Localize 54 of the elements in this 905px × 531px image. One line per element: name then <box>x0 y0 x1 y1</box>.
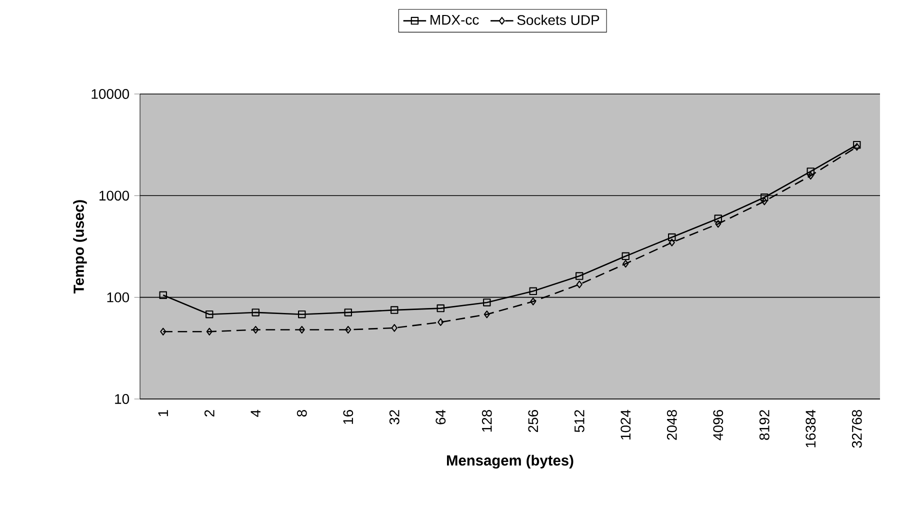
point <box>206 328 212 336</box>
x-tick-label: 128 <box>482 410 492 432</box>
point <box>390 306 398 314</box>
point <box>761 197 768 206</box>
point <box>345 326 352 334</box>
y-axis-title: Tempo (usec) <box>73 200 87 294</box>
x-tick-label: 16 <box>343 410 354 424</box>
point <box>438 318 444 326</box>
point <box>576 272 584 280</box>
x-axis-title: Mensagem (bytes) <box>447 454 574 469</box>
y-tick-label: 10 <box>115 394 130 404</box>
y-tick-label: 1000 <box>100 190 130 201</box>
x-tick-label: 2048 <box>666 410 677 440</box>
legend-label: Sockets UDP <box>517 14 600 26</box>
x-tick-label: 256 <box>528 410 538 432</box>
x-tick-label: 32768 <box>852 410 862 448</box>
point <box>576 280 582 288</box>
y-tick-label: 100 <box>107 292 130 302</box>
point <box>298 310 306 318</box>
point <box>668 233 676 242</box>
legend-label: MDX-cc <box>430 14 479 25</box>
x-tick-label: 1 <box>158 410 168 416</box>
point <box>806 168 815 176</box>
x-tick-label: 32 <box>389 410 400 424</box>
point <box>808 172 814 180</box>
x-tick-label: 16384 <box>806 410 816 448</box>
x-tick-label: 4096 <box>713 410 724 440</box>
point <box>160 328 166 336</box>
point <box>668 238 675 246</box>
point <box>298 326 305 334</box>
y-tick-label: 10000 <box>92 89 130 99</box>
point <box>436 304 444 312</box>
point <box>622 252 630 260</box>
point <box>530 298 536 306</box>
x-tick-label: 2 <box>204 410 214 416</box>
point <box>622 260 629 268</box>
x-tick-label: 64 <box>436 410 446 424</box>
x-tick-label: 8 <box>296 410 307 417</box>
point <box>715 220 722 228</box>
point <box>483 298 491 306</box>
x-tick-label: 1024 <box>620 410 631 440</box>
point <box>529 287 537 296</box>
point <box>206 310 214 318</box>
point <box>714 214 722 222</box>
point <box>344 308 352 316</box>
point <box>484 310 490 318</box>
point <box>391 324 398 332</box>
point <box>252 326 259 334</box>
x-tick-label: 4 <box>250 410 260 417</box>
x-tick-label: 8192 <box>759 410 770 440</box>
point <box>760 194 768 202</box>
x-tick-label: 512 <box>574 410 584 432</box>
point <box>159 291 167 300</box>
point <box>252 308 260 316</box>
